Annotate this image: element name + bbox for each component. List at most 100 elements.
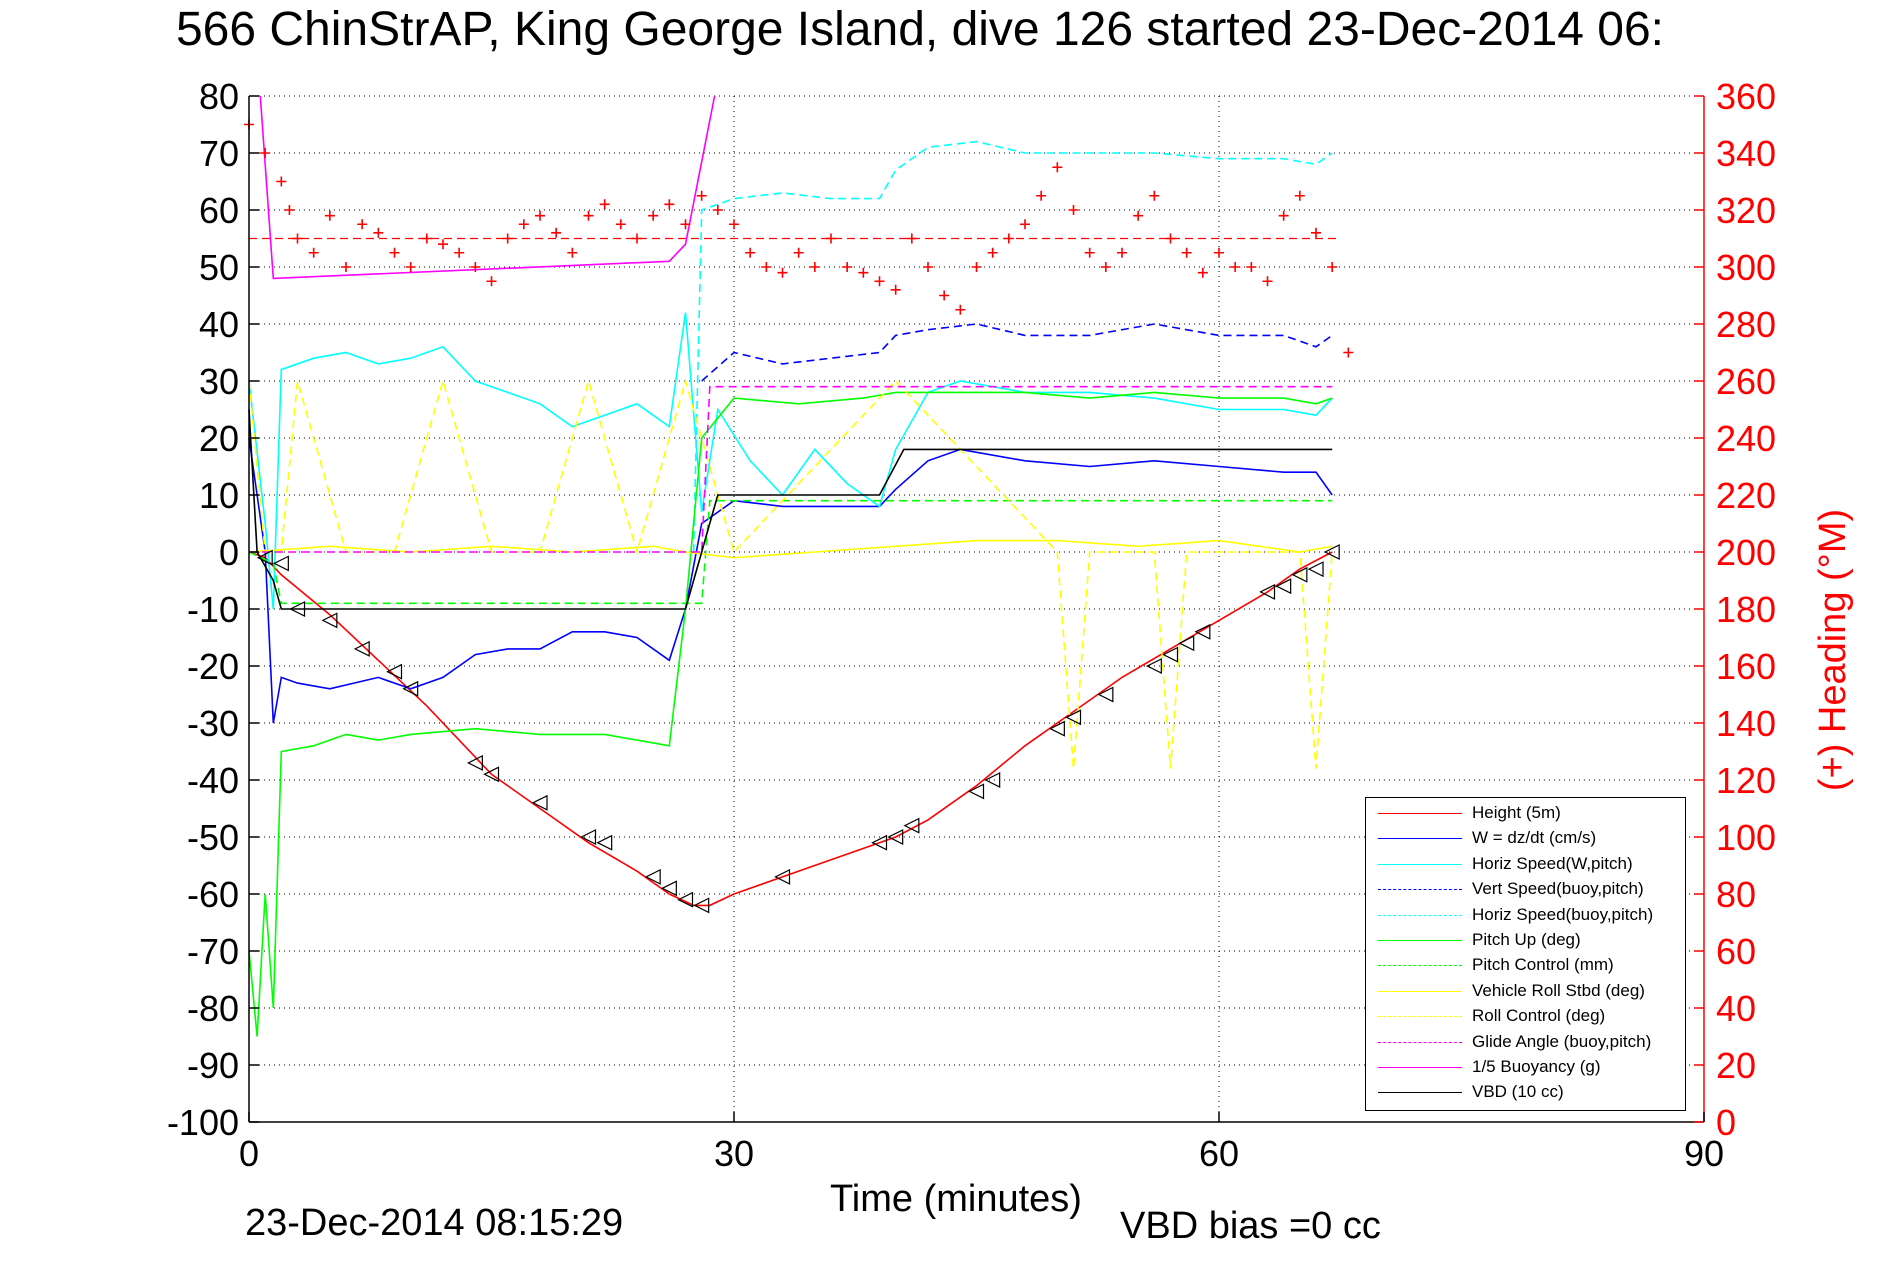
height-marker [1178, 635, 1195, 652]
legend-label: Height (5m) [1472, 803, 1561, 822]
heading-marker [987, 247, 998, 258]
y2-tick-label: 160 [1716, 646, 1776, 687]
legend-item: W = dz/dt (cm/s) [1366, 827, 1685, 851]
heading-marker [1181, 247, 1192, 258]
heading-marker [421, 233, 432, 244]
y2-tick-label: 80 [1716, 874, 1756, 915]
legend-label: Vehicle Roll Stbd (deg) [1472, 980, 1645, 1000]
legend-label: Pitch Up (deg) [1472, 930, 1581, 949]
legend-label: Horiz Speed(buoy,pitch) [1472, 904, 1654, 924]
heading-marker [906, 233, 917, 244]
legend-label: 1/5 Buoyancy (g) [1472, 1057, 1601, 1076]
heading-marker [826, 233, 836, 244]
y-tick-label: -40 [187, 760, 239, 801]
height-marker [984, 772, 1001, 788]
heading-marker [373, 227, 384, 238]
height-marker [483, 766, 500, 783]
heading-marker [389, 247, 400, 258]
height-marker [693, 897, 710, 914]
legend-label: W = dz/dt (cm/s) [1472, 828, 1597, 848]
y-tick-label: 80 [199, 76, 239, 117]
legend-item: VBD (10 cc) [1366, 1081, 1685, 1105]
legend-swatch [1378, 965, 1462, 967]
heading-marker [793, 247, 804, 258]
heading-marker [1165, 233, 1176, 244]
height-marker [1162, 646, 1179, 663]
height-marker [580, 829, 597, 845]
heading-marker [955, 304, 966, 315]
heading-marker [551, 227, 562, 238]
heading-marker [1327, 262, 1338, 272]
heading-marker [1100, 262, 1111, 272]
height-marker [321, 612, 338, 629]
legend-swatch [1378, 838, 1462, 840]
height-marker [1323, 544, 1340, 560]
height-marker [774, 868, 791, 885]
y-tick-label: -30 [187, 703, 239, 744]
heading-marker [745, 247, 756, 258]
height-marker [677, 891, 694, 908]
y2-tick-label: 280 [1716, 304, 1776, 345]
height-marker [1307, 561, 1324, 578]
height-marker [531, 794, 548, 811]
legend-swatch [1378, 914, 1462, 916]
y2-tick-label: 120 [1716, 760, 1776, 801]
heading-marker [712, 205, 723, 215]
y2-tick-label: 140 [1716, 703, 1776, 744]
heading-marker [405, 262, 416, 272]
legend-swatch [1378, 1016, 1462, 1018]
legend-item: Glide Angle (buoy,pitch) [1366, 1031, 1685, 1055]
heading-marker [777, 267, 788, 278]
heading-marker [324, 210, 335, 221]
height-marker [1145, 658, 1162, 674]
legend-label: Pitch Control (mm) [1472, 955, 1614, 975]
y-tick-label: 0 [219, 532, 239, 573]
heading-marker [923, 262, 933, 272]
legend-item: Roll Control (deg) [1366, 1005, 1685, 1029]
y2-tick-label: 20 [1716, 1045, 1756, 1086]
y-tick-label: 10 [199, 475, 239, 516]
legend-item: Vert Speed(buoy,pitch) [1366, 878, 1685, 902]
height-marker [1048, 720, 1065, 737]
legend: Height (5m) W = dz/dt (cm/s) Horiz Speed(W… [1365, 797, 1686, 1111]
legend-label: Glide Angle (buoy,pitch) [1472, 1031, 1652, 1051]
legend-swatch [1378, 940, 1462, 941]
y-tick-label: 50 [199, 247, 239, 288]
heading-marker [599, 199, 610, 210]
heading-marker [729, 219, 739, 230]
height-marker [660, 880, 677, 897]
heading-marker [858, 267, 869, 278]
heading-marker [761, 262, 772, 272]
x-tick-label: 0 [239, 1133, 259, 1174]
y2-tick-label: 360 [1716, 76, 1776, 117]
axes: 80706050403020100-10-20-30-40-50-60-70-8… [167, 76, 1776, 1174]
heading-marker [502, 233, 513, 244]
heading-marker [1343, 347, 1354, 358]
y2-tick-label: 100 [1716, 817, 1776, 858]
legend-item: Horiz Speed(W,pitch) [1366, 853, 1685, 877]
legend-swatch [1378, 1092, 1462, 1094]
y2-tick-label: 340 [1716, 133, 1776, 174]
legend-label: Roll Control (deg) [1472, 1006, 1606, 1026]
heading-marker [1068, 205, 1079, 215]
y-tick-label: 70 [199, 133, 239, 174]
heading-marker [583, 210, 594, 221]
heading-marker [1214, 247, 1224, 258]
y2-tick-label: 300 [1716, 247, 1776, 288]
height-marker [402, 680, 419, 697]
series-line [248, 539, 1333, 559]
legend-swatch [1378, 813, 1462, 814]
heading-marker [971, 262, 982, 272]
series-line [248, 391, 1333, 1037]
height-marker [903, 817, 920, 834]
heading-marker [486, 276, 497, 287]
heading-marker [1149, 190, 1160, 201]
heading-marker [1294, 190, 1305, 201]
height-marker [272, 555, 289, 572]
legend-label: VBD (10 cc) [1472, 1082, 1564, 1102]
y2-tick-label: 40 [1716, 988, 1756, 1029]
heading-marker [842, 262, 853, 272]
heading-marker [1084, 247, 1095, 258]
legend-label: Horiz Speed(W,pitch) [1472, 853, 1633, 873]
